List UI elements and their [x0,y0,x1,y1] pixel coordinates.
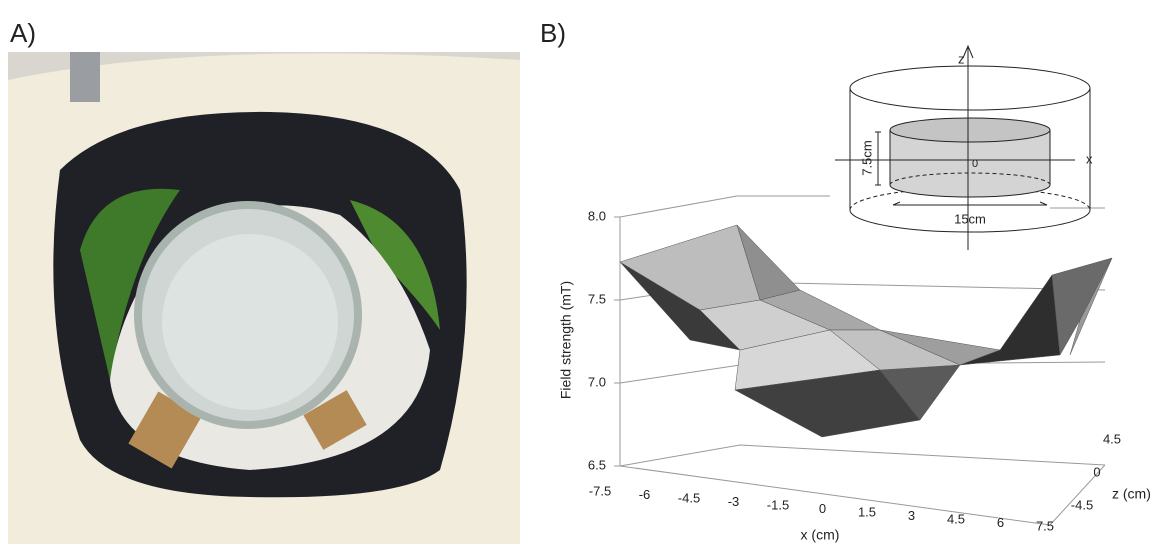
x-tick-label: -3 [728,494,740,509]
y-tick-label: 6.5 [588,457,606,472]
z-tick-label: -4.5 [1071,497,1093,512]
inset-diameter: 15cm [954,211,986,226]
x-tick-label: -7.5 [589,483,611,498]
y-tick-label: 7.5 [588,291,606,306]
y-tick-label: 7.0 [588,374,606,389]
y-axis-title: Field strength (mT) [558,281,574,399]
surface [620,225,1112,437]
figure: A) B) [0,0,1157,544]
x-tick-label: 0 [819,501,826,516]
x-tick-label: 3 [908,508,915,523]
panel-label: B) [540,18,566,48]
x-tick-label: -6 [639,487,651,502]
x-tick-label: 7.5 [1036,518,1054,533]
panel-label: A) [10,18,36,48]
x-tick-label: 6 [997,515,1004,530]
z-axis-title: z (cm) [1112,486,1151,502]
inset-height: 7.5cm [859,140,874,175]
inset-origin: 0 [972,158,978,170]
inset-z-label: z [958,51,965,66]
y-tick-label: 8.0 [588,208,606,223]
photo [8,52,520,544]
x-tick-label: 1.5 [858,504,876,519]
x-tick-label: -1.5 [767,497,789,512]
x-tick-label: 4.5 [947,511,965,526]
z-tick-label: 4.5 [1103,431,1121,446]
x-axis-title: x (cm) [801,527,840,543]
x-tick-label: -4.5 [678,490,700,505]
z-tick-label: 0 [1093,464,1100,479]
inset-x-label: x [1086,151,1093,166]
